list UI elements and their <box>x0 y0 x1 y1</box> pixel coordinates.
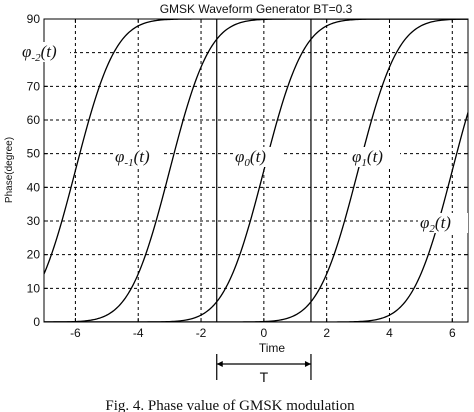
series-label: φ0(t) <box>235 147 266 169</box>
plot-frame <box>43 18 469 323</box>
y-tick-label: 40 <box>27 180 41 194</box>
interval-arrowhead-right <box>304 361 311 367</box>
series-label-bg <box>350 147 400 167</box>
series-line <box>44 19 468 276</box>
series-label-bg <box>113 147 163 167</box>
series-label-bg <box>20 42 70 62</box>
x-tick-label: 2 <box>323 326 330 340</box>
y-tick-label: 90 <box>27 12 41 26</box>
interval-label: T <box>260 369 269 385</box>
series-lines <box>44 19 468 322</box>
y-tick-label: 10 <box>27 281 41 295</box>
series-label: φ-1(t) <box>115 147 150 169</box>
y-tick-label: 20 <box>27 248 41 262</box>
figure-caption: Fig. 4. Phase value of GMSK modulation <box>105 398 355 412</box>
series-label-bg <box>418 213 468 233</box>
chart-title: GMSK Waveform Generator BT=0.3 <box>160 2 353 16</box>
interval-marker: T <box>216 354 312 385</box>
series-line <box>44 110 468 322</box>
x-tick-label: -4 <box>133 326 144 340</box>
x-axis-label: Time <box>259 341 286 355</box>
series-label: φ1(t) <box>352 147 383 169</box>
y-axis-label: Phase(degree) <box>4 137 15 203</box>
axis-ticks <box>44 18 468 323</box>
series-label-bg <box>233 147 283 167</box>
y-tick-label: 50 <box>27 147 41 161</box>
x-tick-label: -2 <box>196 326 207 340</box>
series-line <box>44 19 468 322</box>
x-tick-label: 0 <box>261 326 268 340</box>
interval-arrowhead-left <box>216 361 223 367</box>
x-tick-label: 6 <box>449 326 456 340</box>
series-label: φ2(t) <box>420 213 451 235</box>
y-tick-label: 0 <box>33 315 40 329</box>
series-line <box>44 19 468 322</box>
x-tick-labels: -6 -4 -2 0 2 4 6 <box>70 326 456 340</box>
series-label: φ-2(t) <box>22 42 57 64</box>
x-tick-label: -6 <box>70 326 81 340</box>
y-tick-label: 30 <box>27 214 41 228</box>
series-line <box>44 19 468 322</box>
solid-markers <box>216 19 312 322</box>
x-tick-label: 4 <box>386 326 393 340</box>
series-labels: φ-2(t) φ-1(t) φ0(t) φ1(t) φ2(t) <box>20 42 468 235</box>
y-tick-label: 60 <box>27 113 41 127</box>
y-tick-label: 70 <box>27 79 41 93</box>
